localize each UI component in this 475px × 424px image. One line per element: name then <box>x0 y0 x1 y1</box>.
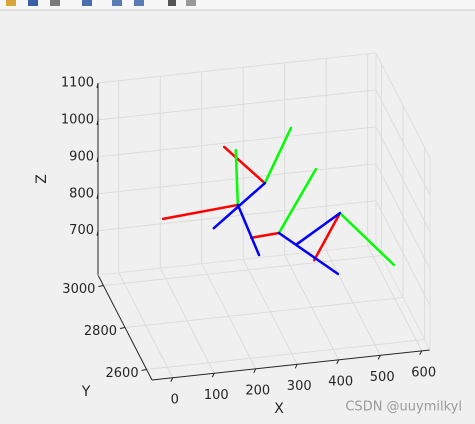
segment <box>295 211 342 246</box>
x-tick-label: 500 <box>370 370 395 385</box>
tool-icon[interactable] <box>134 0 144 6</box>
z-tick <box>96 156 99 162</box>
x-tick <box>294 364 298 369</box>
tool-icon[interactable] <box>82 0 92 6</box>
segment <box>277 231 340 276</box>
segment <box>312 211 342 262</box>
tool-icon[interactable] <box>112 0 122 6</box>
box-edge <box>375 52 431 159</box>
x-axis <box>151 349 431 381</box>
z-tick-label: 1000 <box>61 112 94 127</box>
toolbar <box>0 0 475 10</box>
x-tick-label: 300 <box>287 379 312 394</box>
tool-icon[interactable] <box>50 0 60 6</box>
box-edge <box>97 244 377 276</box>
grid-line <box>97 126 377 158</box>
x-tick <box>253 368 257 374</box>
x-tick <box>419 350 423 356</box>
grid-line <box>97 89 377 121</box>
tool-icon[interactable] <box>28 0 38 6</box>
x-tick <box>377 355 381 360</box>
z-tick <box>96 230 99 236</box>
y-tick-label: 2600 <box>106 366 139 381</box>
segment <box>338 211 396 267</box>
z-tick <box>96 82 99 89</box>
watermark: CSDN @uuymilkyl <box>345 400 462 415</box>
grid-line <box>375 89 431 196</box>
z-axis-label: Z <box>34 174 50 184</box>
z-tick-label: 800 <box>69 186 94 201</box>
y-tick-label: 3000 <box>62 282 95 297</box>
x-tick-label: 100 <box>204 388 229 403</box>
x-tick <box>336 359 340 365</box>
toolbar-icons <box>6 0 196 6</box>
tool-icon[interactable] <box>168 0 176 6</box>
segment <box>234 148 240 207</box>
grid-line <box>97 200 377 232</box>
segment <box>161 203 240 221</box>
plot-area: 0 100 200 300 400 500 600 2600 2800 3000 700 800 900… <box>34 52 436 417</box>
x-tick <box>170 377 174 382</box>
y-tick-label: 2800 <box>84 324 117 339</box>
x-tick-label: 200 <box>245 383 270 398</box>
segment <box>236 203 261 257</box>
grid-line <box>103 255 382 286</box>
y-axis-label: Y <box>81 384 91 400</box>
grid-line <box>375 163 431 269</box>
x-tick-label: 600 <box>411 365 436 380</box>
segment <box>263 126 293 185</box>
grid-line <box>375 200 431 306</box>
z-tick-label: 700 <box>69 223 94 238</box>
x-axis-label: X <box>274 401 284 417</box>
tool-icon[interactable] <box>186 0 196 6</box>
y-tick <box>141 369 147 371</box>
grid-line <box>146 339 425 370</box>
segment <box>249 231 281 240</box>
y-tick <box>119 327 126 329</box>
segment <box>277 167 318 235</box>
z-tick-label: 1100 <box>61 76 94 91</box>
tool-icon[interactable] <box>6 0 16 6</box>
box-edge <box>97 52 377 84</box>
y-tick <box>98 285 104 287</box>
x-tick <box>211 373 215 378</box>
z-tick <box>96 193 99 199</box>
grid-line <box>124 297 404 328</box>
x-tick-label: 0 <box>171 392 179 407</box>
segment <box>222 145 267 185</box>
x-tick-label: 400 <box>328 374 353 389</box>
z-tick <box>96 119 99 126</box>
box-edge <box>375 244 431 351</box>
z-tick-label: 900 <box>69 149 94 164</box>
grid-line <box>375 126 431 233</box>
